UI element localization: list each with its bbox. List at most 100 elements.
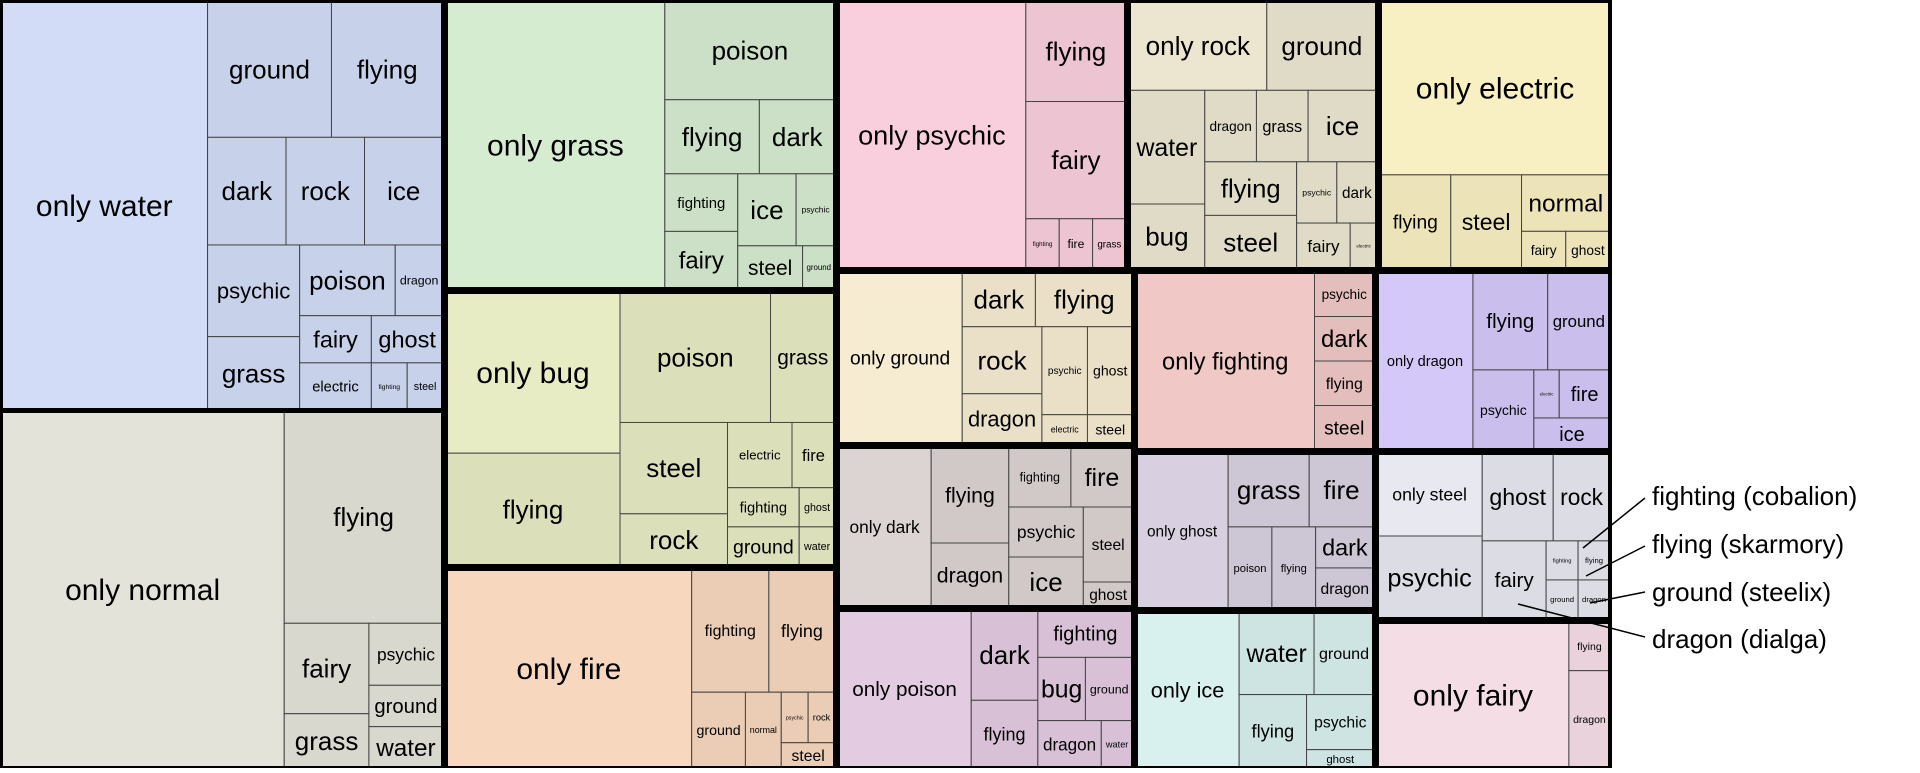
tile-label: rock [813, 713, 831, 723]
group-bug: only bug flying poison grass steel rock electr… [444, 290, 837, 568]
group-water: only water ground flying dark rock ice psychic… [0, 0, 445, 412]
tile-label: psychic [1048, 366, 1082, 377]
tile-label: ghost [804, 502, 830, 514]
tile-rock-ice [1307, 89, 1378, 163]
tile-label: flying [1281, 563, 1307, 575]
group-border-psychic [836, 0, 1128, 271]
tile-water-grass [207, 336, 301, 411]
tile-label: only bug [476, 357, 589, 390]
tile-dark-ice [1008, 556, 1084, 608]
tile-label: flying [1252, 721, 1295, 742]
tile-label: electric [312, 380, 359, 396]
tile-label: ground [1550, 595, 1574, 604]
tile-label: flying [984, 724, 1026, 744]
tile-dark-fire [1070, 446, 1134, 508]
tile-label: electric [739, 448, 781, 463]
tile-label: only dragon [1387, 354, 1463, 370]
group-normal: only normal flying fairy grass psychic ground… [0, 409, 445, 770]
group-border-ghost [1134, 451, 1376, 611]
tile-label: electric [1051, 424, 1079, 434]
tile-label: grass [777, 347, 828, 370]
tile-label: fire [1324, 475, 1360, 505]
tile-label: electric [1540, 391, 1554, 396]
tile-label: ground [1090, 682, 1129, 696]
tile-label: flying [503, 495, 564, 525]
tile-label: dragon [1573, 714, 1606, 726]
tile-steel-fighting [1545, 540, 1579, 581]
tile-label: psychic [1387, 564, 1471, 592]
tile-grass-ice [737, 173, 797, 247]
tile-label: ghost [1489, 484, 1546, 510]
tile-label: fighting [705, 623, 756, 640]
tile-psychic-psychic [837, 0, 1027, 270]
callout-line [1582, 497, 1646, 549]
tile-bug-water [798, 526, 836, 567]
group-steel: only steel psychic ghost rock fairy fighting f… [1375, 451, 1612, 621]
tile-label: only dark [850, 517, 920, 537]
tile-label: fire [1571, 384, 1599, 406]
tile-label: grass [295, 726, 359, 756]
group-border-grass [444, 0, 837, 291]
tile-label: flying [333, 502, 394, 532]
callout-label: flying (skarmory) [1652, 529, 1844, 559]
tile-psychic-flying [1025, 0, 1127, 102]
tile-ice-ground [1313, 611, 1375, 696]
tile-fire-flying [768, 568, 836, 693]
tile-label: fairy [1531, 243, 1557, 258]
tile-bug-bug [445, 291, 621, 454]
tile-water-dark [207, 136, 287, 246]
tile-grass-poison [664, 0, 836, 101]
tile-label: water [1135, 134, 1197, 162]
tile-label: psychic [1480, 402, 1527, 418]
tile-label: poison [1234, 563, 1267, 575]
tile-ghost-grass [1227, 452, 1310, 528]
tile-label: grass [1262, 118, 1302, 136]
tile-label: bug [1145, 222, 1188, 252]
tile-label: fairy [302, 654, 351, 684]
tile-label: dark [979, 640, 1031, 670]
tile-bug-fighting [727, 487, 800, 528]
tile-ghost-dark [1315, 526, 1375, 569]
tile-label: ice [750, 195, 783, 225]
tile-label: only fire [516, 653, 621, 686]
tile-ice-water [1238, 611, 1315, 696]
tile-rock-bug [1128, 203, 1206, 270]
tile-label: dark [1321, 326, 1368, 353]
tile-water-ice [364, 136, 444, 246]
group-border-fighting [1134, 270, 1376, 452]
tile-label: poison [657, 342, 734, 372]
tile-dark-dragon [930, 542, 1010, 608]
tile-label: only steel [1392, 485, 1467, 505]
tile-label: ice [1029, 567, 1062, 597]
tile-grass-steel [737, 245, 804, 290]
tile-label: only ghost [1147, 523, 1218, 540]
tile-dark-ghost [1082, 581, 1134, 608]
tile-label: psychic [802, 205, 830, 215]
tile-psychic-fairy [1025, 101, 1127, 220]
callout: fighting (cobalion) [1582, 481, 1857, 549]
tile-label: rock [649, 525, 699, 555]
tile-label: psychic [1314, 715, 1366, 732]
tile-electric-normal [1521, 174, 1611, 232]
tile-electric-fairy [1521, 230, 1567, 270]
tile-label: only fairy [1413, 680, 1533, 713]
tile-label: dark [772, 122, 824, 152]
tile-normal-water [368, 726, 444, 769]
tile-label: ground [1553, 312, 1605, 331]
tile-fairy-flying [1568, 621, 1611, 672]
callout: dragon (dialga) [1517, 603, 1827, 654]
callout: flying (skarmory) [1585, 529, 1844, 577]
tile-ice-flying [1238, 694, 1308, 769]
tile-label: steel [414, 381, 437, 393]
tile-bug-poison [619, 291, 772, 423]
tile-label: flying [682, 122, 743, 152]
tile-label: psychic [786, 715, 804, 721]
callout-label: dragon (dialga) [1652, 624, 1827, 654]
group-border-rock [1127, 0, 1379, 271]
tile-label: fighting [740, 500, 787, 516]
tile-psychic-grass [1092, 218, 1127, 270]
callout-line [1589, 591, 1646, 604]
tile-label: flying [1054, 284, 1115, 314]
tile-water-ground [207, 0, 332, 138]
